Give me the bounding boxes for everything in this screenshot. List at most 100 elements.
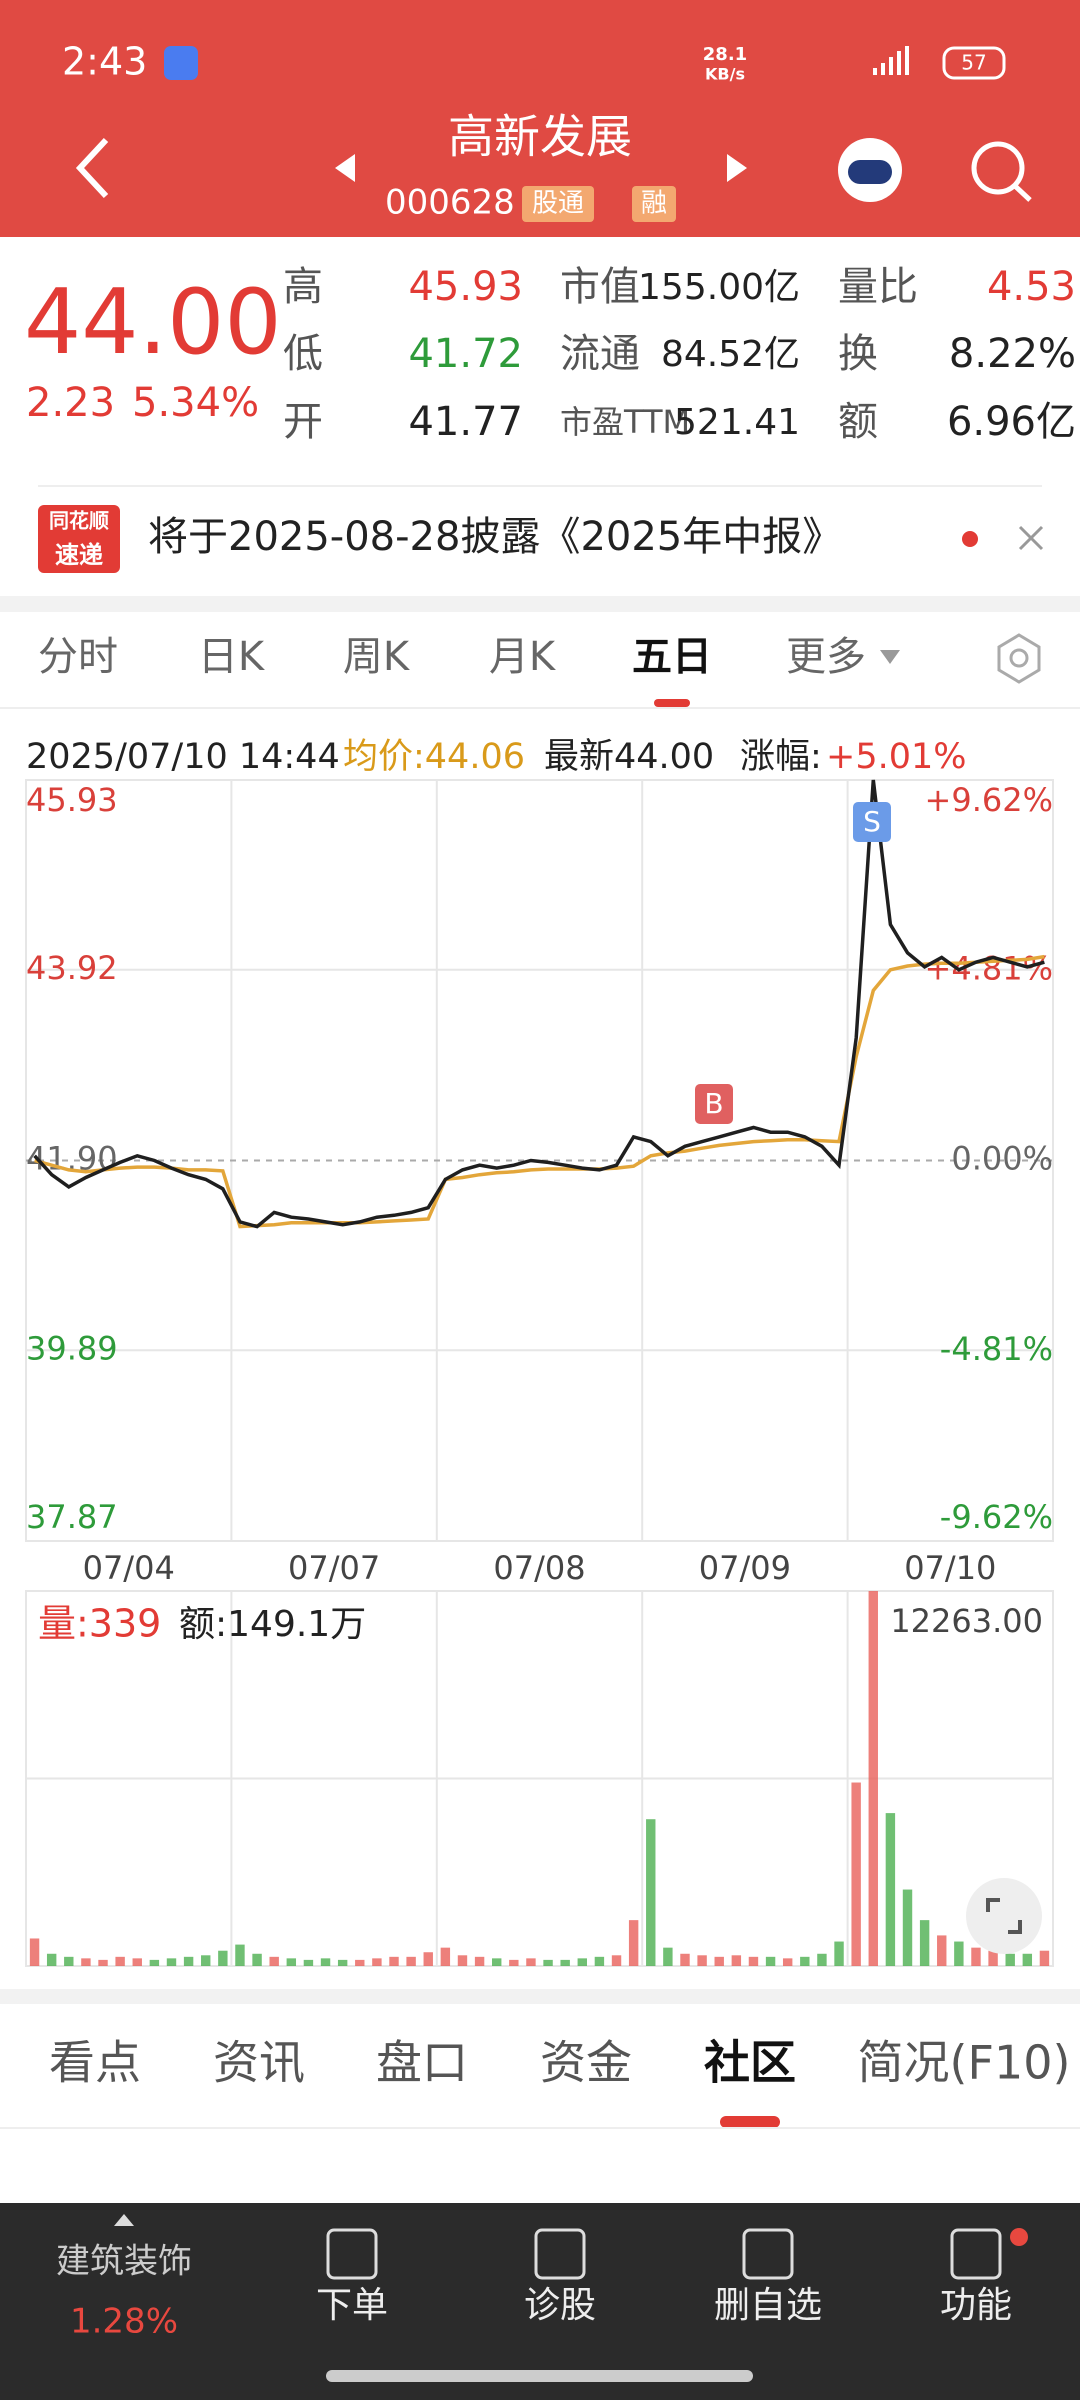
chart-tab[interactable]: 月K: [489, 634, 557, 680]
volume-chart: 12263.00 量:339 额:149.1万: [25, 1590, 1054, 1967]
chart-tab[interactable]: 五日: [632, 634, 712, 680]
chart-tab[interactable]: 周K: [343, 634, 411, 680]
volume-bar: [218, 1950, 228, 1966]
volume-bar: [748, 1956, 759, 1966]
volume-bar: [851, 1782, 861, 1966]
sector-arrow: [114, 2214, 134, 2226]
latest-price: 最新44.00: [544, 737, 714, 777]
info-tab[interactable]: 简况(F10): [858, 2036, 1071, 2090]
chart-tab[interactable]: 分时: [38, 634, 118, 680]
nav-label[interactable]: 下单: [316, 2285, 388, 2326]
volume-bar: [457, 1955, 468, 1966]
prev-stock[interactable]: [335, 154, 355, 182]
stat-label: 市值: [560, 264, 640, 310]
stat-value: 84.52亿: [661, 334, 800, 375]
volume-bar: [46, 1953, 57, 1966]
x-tick-label: 07/04: [83, 1549, 175, 1587]
app-icon: [164, 46, 198, 80]
notice-logo-text: 同花顺: [49, 509, 109, 533]
nav-label[interactable]: 功能: [940, 2285, 1012, 2326]
back-button[interactable]: [75, 137, 109, 199]
assistant-face: [848, 160, 892, 184]
y2-tick-label: +9.62%: [925, 781, 1053, 819]
stat-label: 市盈TTM: [560, 403, 690, 441]
volume-bar: [81, 1958, 91, 1966]
volume-bar: [252, 1953, 262, 1966]
stock-code: 000628: [385, 183, 515, 223]
info-tab[interactable]: 社区: [704, 2036, 796, 2090]
volume-bar: [988, 1950, 998, 1966]
sector-change: 1.28%: [70, 2302, 178, 2342]
info-tab[interactable]: 盘口: [376, 2036, 468, 2090]
notify-dot: [1010, 2228, 1028, 2246]
next-stock[interactable]: [727, 154, 747, 182]
nav-icon: [326, 2228, 378, 2280]
volume-bar: [132, 1958, 142, 1966]
y-tick-label: 43.92: [26, 949, 118, 987]
volume-bar: [149, 1959, 160, 1966]
expand-button[interactable]: [966, 1878, 1042, 1954]
volume-bar: [355, 1959, 365, 1966]
nav-label[interactable]: 诊股: [524, 2285, 596, 2326]
volume-bar: [560, 1959, 570, 1966]
volume-bar: [423, 1952, 433, 1966]
expand-icon: [986, 1898, 1000, 1912]
nav-label[interactable]: 删自选: [714, 2285, 822, 2326]
volume-bar: [954, 1941, 964, 1966]
notice-text[interactable]: 将于2025-08-28披露《2025年中报》: [148, 514, 842, 560]
chart-tab[interactable]: 更多: [786, 634, 866, 680]
info-tab[interactable]: 资讯: [213, 2036, 305, 2090]
stat-label: 开: [283, 399, 323, 445]
volume-bar: [937, 1935, 947, 1966]
x-tick-label: 07/07: [288, 1549, 380, 1587]
info-tabs: 看点 资讯 盘口 资金 社区 简况(F10): [49, 2036, 1071, 2128]
search-button[interactable]: [971, 141, 1025, 195]
volume-bar: [628, 1920, 639, 1966]
volume-bar: [183, 1956, 194, 1966]
more-arrow: [880, 650, 900, 664]
x-tick-label: 07/08: [493, 1549, 585, 1587]
volume-bar: [440, 1947, 451, 1966]
stat-label: 流通: [560, 331, 640, 377]
info-tab[interactable]: 看点: [49, 2036, 141, 2090]
nav-icon: [742, 2228, 794, 2280]
signal-icons: [873, 46, 909, 75]
nav-icon: [534, 2228, 586, 2280]
stat-value: 41.77: [408, 399, 523, 445]
tag: 融: [641, 189, 667, 219]
avg-price: 均价:44.06: [343, 737, 525, 777]
sector-name[interactable]: 建筑装饰: [56, 2242, 192, 2282]
notice-close[interactable]: [1018, 525, 1044, 551]
y2-tick-label: 0.00%: [951, 1140, 1053, 1178]
volume-bar: [680, 1953, 690, 1966]
tag-bg: [632, 186, 676, 222]
stat-label: 高: [283, 264, 323, 310]
volume-bar: [320, 1958, 331, 1966]
volume-bar: [971, 1947, 981, 1966]
x-tick-label: 07/10: [904, 1549, 996, 1587]
stat-value: 521.41: [674, 402, 800, 443]
tag-bg: [522, 186, 594, 222]
volume-bar: [29, 1938, 40, 1966]
volume-bar: [800, 1956, 810, 1966]
volume-bar: [303, 1959, 314, 1966]
chart-tab[interactable]: 日K: [198, 634, 266, 680]
stat-value: 45.93: [408, 264, 523, 310]
battery: [942, 46, 1006, 80]
volume-bar: [372, 1958, 382, 1966]
volume-bar: [492, 1958, 502, 1966]
info-tab[interactable]: 资金: [540, 2036, 632, 2090]
y-tick-label: 39.89: [26, 1329, 118, 1367]
settings-button[interactable]: [997, 633, 1041, 684]
y-tick-label: 45.93: [26, 781, 118, 819]
volume-label: 量:339: [38, 1602, 161, 1646]
volume-bar: [337, 1959, 348, 1966]
home-indicator: [326, 2370, 753, 2382]
volume-bar: [663, 1947, 673, 1966]
volume-bar: [98, 1959, 108, 1966]
volume-bar: [474, 1956, 485, 1966]
bottom-nav: [0, 2203, 1080, 2400]
volume-bar: [406, 1956, 416, 1966]
notice-logo: [38, 505, 120, 573]
